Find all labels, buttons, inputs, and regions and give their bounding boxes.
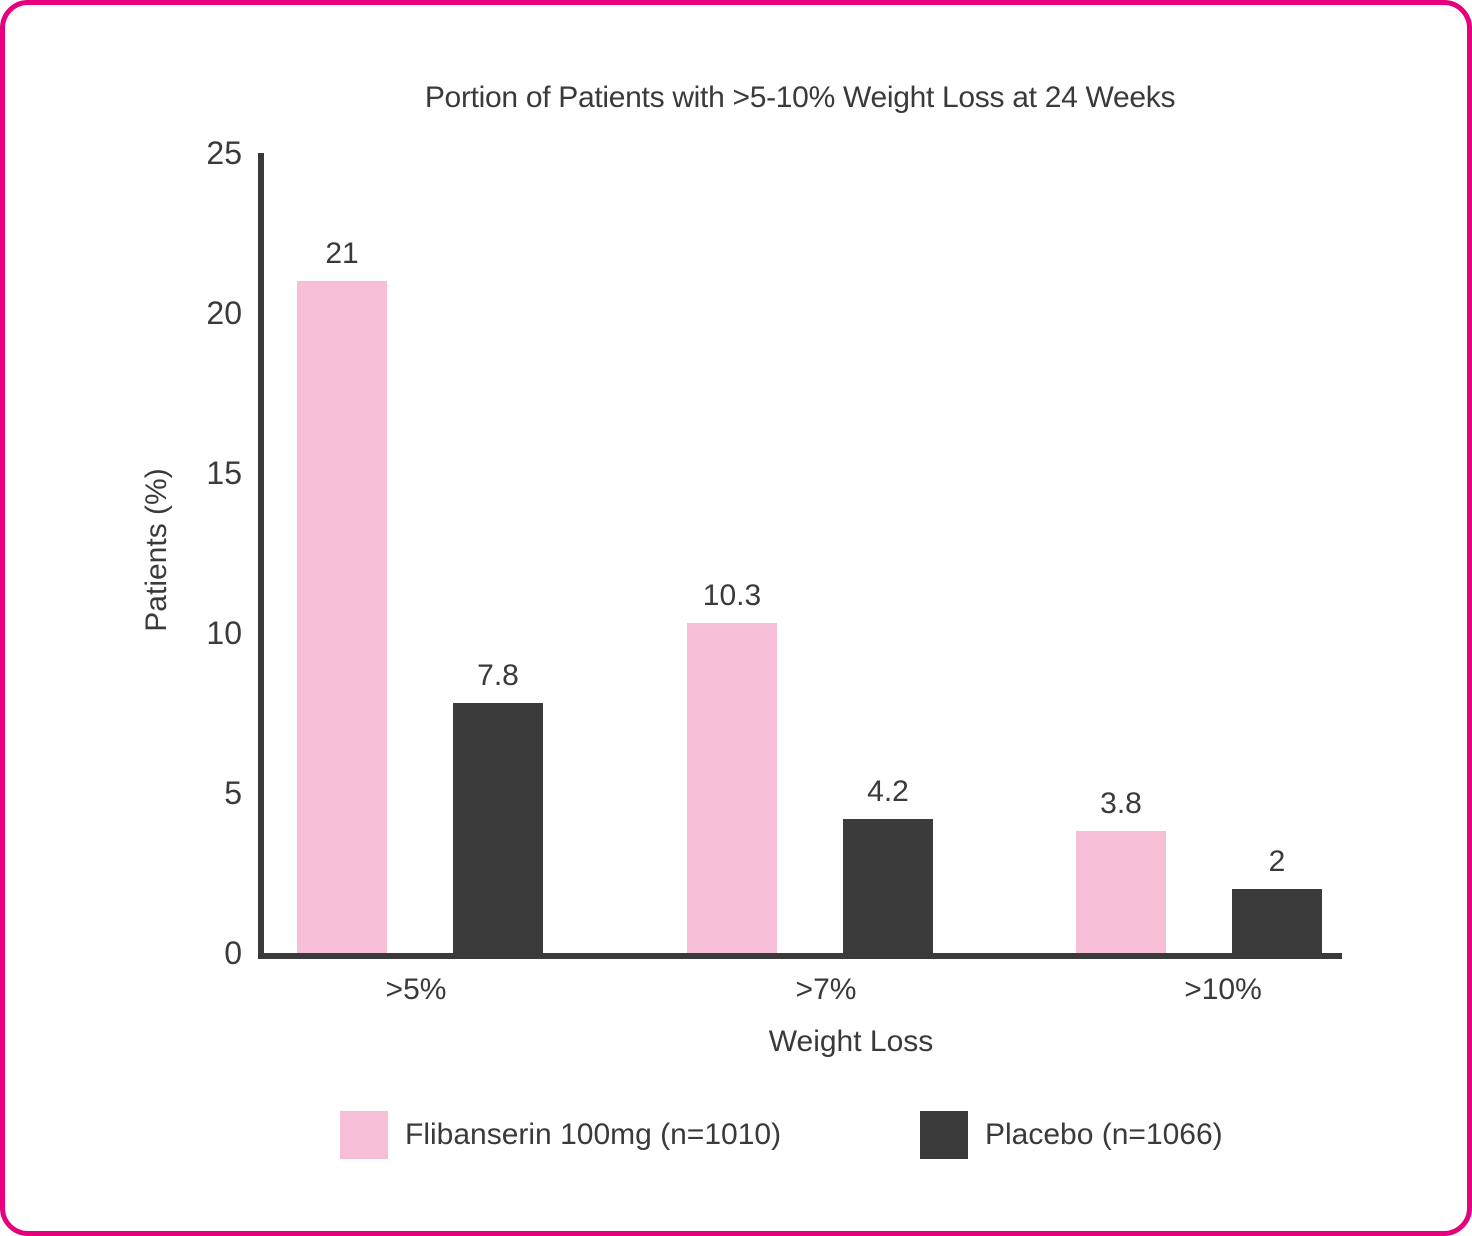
legend-label-placebo: Placebo (n=1066)	[985, 1118, 1223, 1151]
bar-value-label: 2	[1268, 845, 1286, 878]
legend-item-flibanserin: Flibanserin 100mg (n=1010)	[340, 1111, 781, 1159]
y-tick-label: 15	[206, 455, 242, 491]
x-tick-label: >5%	[385, 973, 447, 1006]
x-tick-label: >7%	[795, 973, 857, 1006]
bar-flibanserin-0	[297, 281, 387, 953]
bar-placebo-1	[843, 819, 933, 953]
y-tick-label: 10	[206, 615, 242, 651]
bar-placebo-0	[453, 703, 543, 953]
legend-swatch-flibanserin	[340, 1111, 388, 1159]
legend-label-flibanserin: Flibanserin 100mg (n=1010)	[405, 1118, 782, 1151]
bar-placebo-2	[1232, 889, 1322, 953]
bar-value-label: 4.2	[867, 775, 909, 808]
x-axis-label: Weight Loss	[768, 1025, 934, 1058]
y-axis-line	[258, 153, 264, 959]
x-tick-label: >10%	[1184, 973, 1262, 1006]
legend-swatch-placebo	[920, 1111, 968, 1159]
bar-value-label: 10.3	[702, 579, 762, 612]
bar-flibanserin-1	[687, 623, 777, 953]
bar-flibanserin-2	[1076, 831, 1166, 953]
x-axis-line	[258, 953, 1342, 959]
y-tick-label: 0	[224, 935, 242, 971]
bar-value-label: 7.8	[477, 659, 519, 692]
bar-value-label: 21	[325, 237, 359, 270]
plot-area: 21 10.3 3.8 7.8 4.2 2 25 20 15 10 5 0 >5% >7% >10% W…	[206, 137, 1348, 1058]
bar-value-label: 3.8	[1100, 787, 1142, 820]
legend-item-placebo: Placebo (n=1066)	[920, 1111, 1223, 1159]
y-tick-label: 25	[206, 135, 242, 171]
y-tick-label: 20	[206, 295, 242, 331]
y-tick-label: 5	[224, 775, 242, 811]
chart-title: Portion of Patients with >5-10% Weight L…	[424, 81, 1176, 114]
